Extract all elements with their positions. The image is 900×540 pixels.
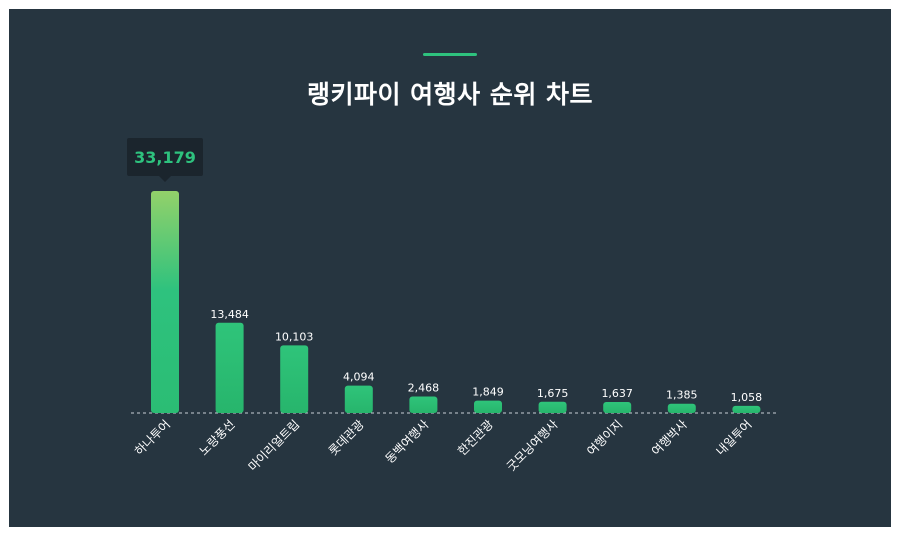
value-label-2: 13,484 (210, 308, 249, 321)
chart-title: 랭키파이 여행사 순위 차트 (306, 80, 594, 109)
bar-9 (667, 403, 696, 413)
category-label-10: 내일투어 (713, 417, 754, 458)
title-accent-line (423, 53, 477, 56)
value-label-4: 4,094 (343, 371, 375, 384)
bar-5 (409, 396, 438, 413)
value-label-3: 10,103 (275, 330, 314, 343)
tooltip-box (127, 138, 203, 176)
bar-chart: 33,179 하나투어 13,484 노랑풍선 10,103 마이리얼트립 4,094 롯데관… (127, 138, 779, 474)
category-label-7: 굿모닝여행사 (503, 417, 560, 474)
category-label-9: 여행박사 (648, 417, 690, 459)
value-label-10: 1,058 (731, 391, 763, 404)
category-label-3: 마이리얼트립 (246, 417, 303, 474)
bar-7 (538, 401, 567, 413)
bar-2 (215, 322, 244, 413)
value-label-5: 2,468 (408, 381, 440, 394)
chart-panel: 랭키파이 여행사 순위 차트 33,179 하나투어 13,484 노랑풍선 10,10… (9, 9, 891, 527)
value-label-6: 1,849 (472, 386, 504, 399)
value-label-9: 1,385 (666, 389, 698, 402)
bar-6 (474, 400, 502, 413)
value-label-7: 1,675 (537, 387, 569, 400)
tooltip-pointer (159, 176, 171, 182)
category-label-4: 롯데관광 (326, 417, 367, 458)
category-label-1: 하나투어 (132, 417, 173, 458)
bar-1 (151, 191, 179, 413)
category-label-8: 여행이지 (583, 417, 625, 459)
bar-8 (603, 402, 632, 413)
bar-4 (344, 385, 373, 413)
bar-10 (732, 405, 761, 413)
category-label-5: 동백여행사 (382, 417, 432, 467)
bar-3 (280, 345, 309, 413)
category-label-2: 노랑풍선 (197, 417, 238, 458)
value-label-8: 1,637 (601, 387, 633, 400)
value-label-1: 33,179 (134, 148, 196, 167)
category-label-6: 한진관광 (455, 417, 496, 458)
